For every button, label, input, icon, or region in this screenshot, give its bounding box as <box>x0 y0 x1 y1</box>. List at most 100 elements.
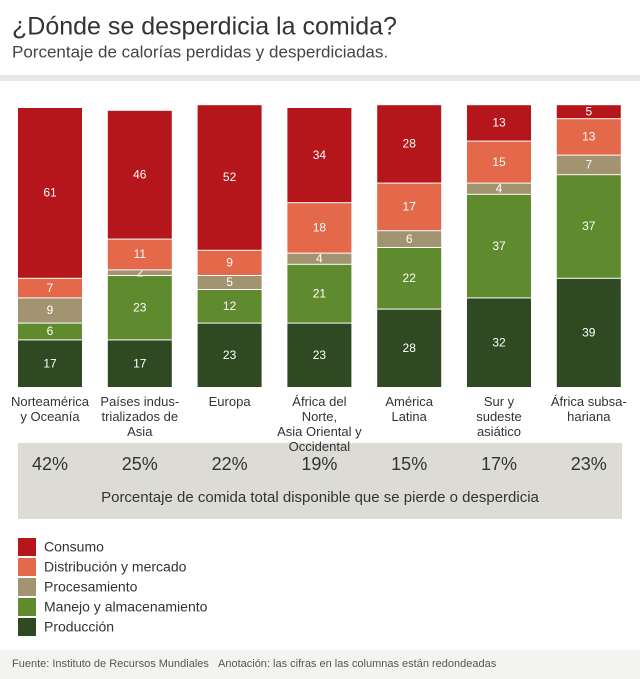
chart-title: ¿Dónde se desperdicia la comida? <box>12 13 397 41</box>
segment-label: 21 <box>313 286 327 300</box>
x-tick-label: Europa <box>208 394 251 409</box>
segment-label: 39 <box>582 326 596 340</box>
segment-label: 17 <box>133 356 147 370</box>
note: Anotación: las cifras en las columnas es… <box>218 658 497 670</box>
segment-label: 12 <box>223 299 237 313</box>
segment-label: 13 <box>582 130 596 144</box>
segment-label: 18 <box>313 221 327 235</box>
segment-label: 32 <box>492 335 506 349</box>
x-tick-label: Países indus- trializados de Asia <box>100 394 180 439</box>
segment-label: 22 <box>403 271 417 285</box>
loss-share: 25% <box>122 454 158 474</box>
legend-label: Distribución y mercado <box>44 559 187 575</box>
bar-segment <box>377 231 442 247</box>
footer <box>0 650 640 679</box>
segment-label: 17 <box>403 200 417 214</box>
legend-label: Consumo <box>44 539 104 555</box>
bar-segment <box>287 203 352 253</box>
source: Fuente: Instituto de Recursos Mundiales <box>12 658 209 670</box>
legend-label: Procesamiento <box>44 579 138 595</box>
bar-segment <box>287 264 352 323</box>
bar-segment <box>197 276 262 289</box>
segment-label: 46 <box>133 167 147 181</box>
bar-segment <box>556 175 621 278</box>
segment-label: 34 <box>313 148 327 162</box>
segment-label: 13 <box>492 116 506 130</box>
loss-share: 17% <box>481 454 517 474</box>
chart-subtitle: Porcentaje de calorías perdidas y desper… <box>12 42 388 61</box>
legend-label: Producción <box>44 619 114 635</box>
x-tick-label: África del Norte, Asia Oriental y Occide… <box>277 394 362 454</box>
bar-segment <box>197 290 262 323</box>
bar-segment <box>287 108 352 203</box>
bar-segment <box>107 110 172 239</box>
x-tick-label: Norteamérica y Oceanía <box>10 394 90 424</box>
share-caption: Porcentaje de comida total disponible qu… <box>101 489 539 506</box>
bar-segment <box>287 323 352 387</box>
share-box <box>18 443 622 519</box>
segment-label: 4 <box>496 181 503 195</box>
segment-label: 4 <box>316 251 323 265</box>
bar-segment <box>18 278 82 298</box>
bar-segment <box>467 298 531 387</box>
legend-swatch <box>18 618 36 636</box>
segment-label: 9 <box>226 256 233 270</box>
bar-segment <box>107 239 172 270</box>
segment-label: 28 <box>403 137 417 151</box>
bar-segment <box>18 340 82 387</box>
segment-label: 5 <box>226 275 233 289</box>
legend-swatch <box>18 598 36 616</box>
segment-label: 6 <box>406 232 413 246</box>
legend-swatch <box>18 578 36 596</box>
legend-swatch <box>18 538 36 556</box>
segment-label: 9 <box>47 303 54 317</box>
segment-label: 2 <box>136 265 143 279</box>
bar-segment <box>556 105 621 119</box>
bar-segment <box>377 105 442 183</box>
bar-segment <box>377 248 442 309</box>
segment-label: 17 <box>43 356 57 370</box>
bar-segment <box>18 108 82 278</box>
bar-segment <box>197 250 262 275</box>
segment-label: 23 <box>313 348 327 362</box>
legend-swatch <box>18 558 36 576</box>
bar-segment <box>556 278 621 387</box>
segment-label: 37 <box>492 239 506 253</box>
bar-segment <box>467 194 531 298</box>
loss-share: 23% <box>571 454 607 474</box>
bar-segment <box>377 183 442 231</box>
segment-label: 6 <box>47 324 54 338</box>
bar-segment <box>18 298 82 323</box>
bar-segment <box>107 276 172 340</box>
segment-label: 23 <box>133 300 147 314</box>
loss-share: 22% <box>212 454 248 474</box>
x-tick-label: África subsa- hariana <box>550 394 627 424</box>
bar-segment <box>287 253 352 264</box>
segment-label: 52 <box>223 170 237 184</box>
loss-share: 19% <box>301 454 337 474</box>
x-tick-label: América Latina <box>385 394 434 424</box>
bar-segment <box>18 323 82 340</box>
segment-label: 7 <box>585 158 592 172</box>
loss-share: 42% <box>32 454 68 474</box>
bar-segment <box>467 141 531 183</box>
legend-label: Manejo y almacenamiento <box>44 599 208 615</box>
segment-label: 15 <box>492 155 506 169</box>
bar-segment <box>107 270 172 275</box>
bar-segment <box>107 340 172 387</box>
segment-label: 37 <box>582 219 596 233</box>
segment-label: 5 <box>585 104 592 118</box>
x-tick-label: Sur y sudeste asiático <box>476 394 522 439</box>
bar-segment <box>556 155 621 175</box>
bar-segment <box>467 105 531 141</box>
bar-segment <box>556 119 621 155</box>
segment-label: 7 <box>47 281 54 295</box>
segment-label: 61 <box>43 186 57 200</box>
bar-segment <box>197 323 262 387</box>
bar-segment <box>197 105 262 250</box>
segment-label: 23 <box>223 348 237 362</box>
segment-label: 11 <box>134 247 147 261</box>
segment-label: 28 <box>403 341 417 355</box>
loss-share: 15% <box>391 454 427 474</box>
